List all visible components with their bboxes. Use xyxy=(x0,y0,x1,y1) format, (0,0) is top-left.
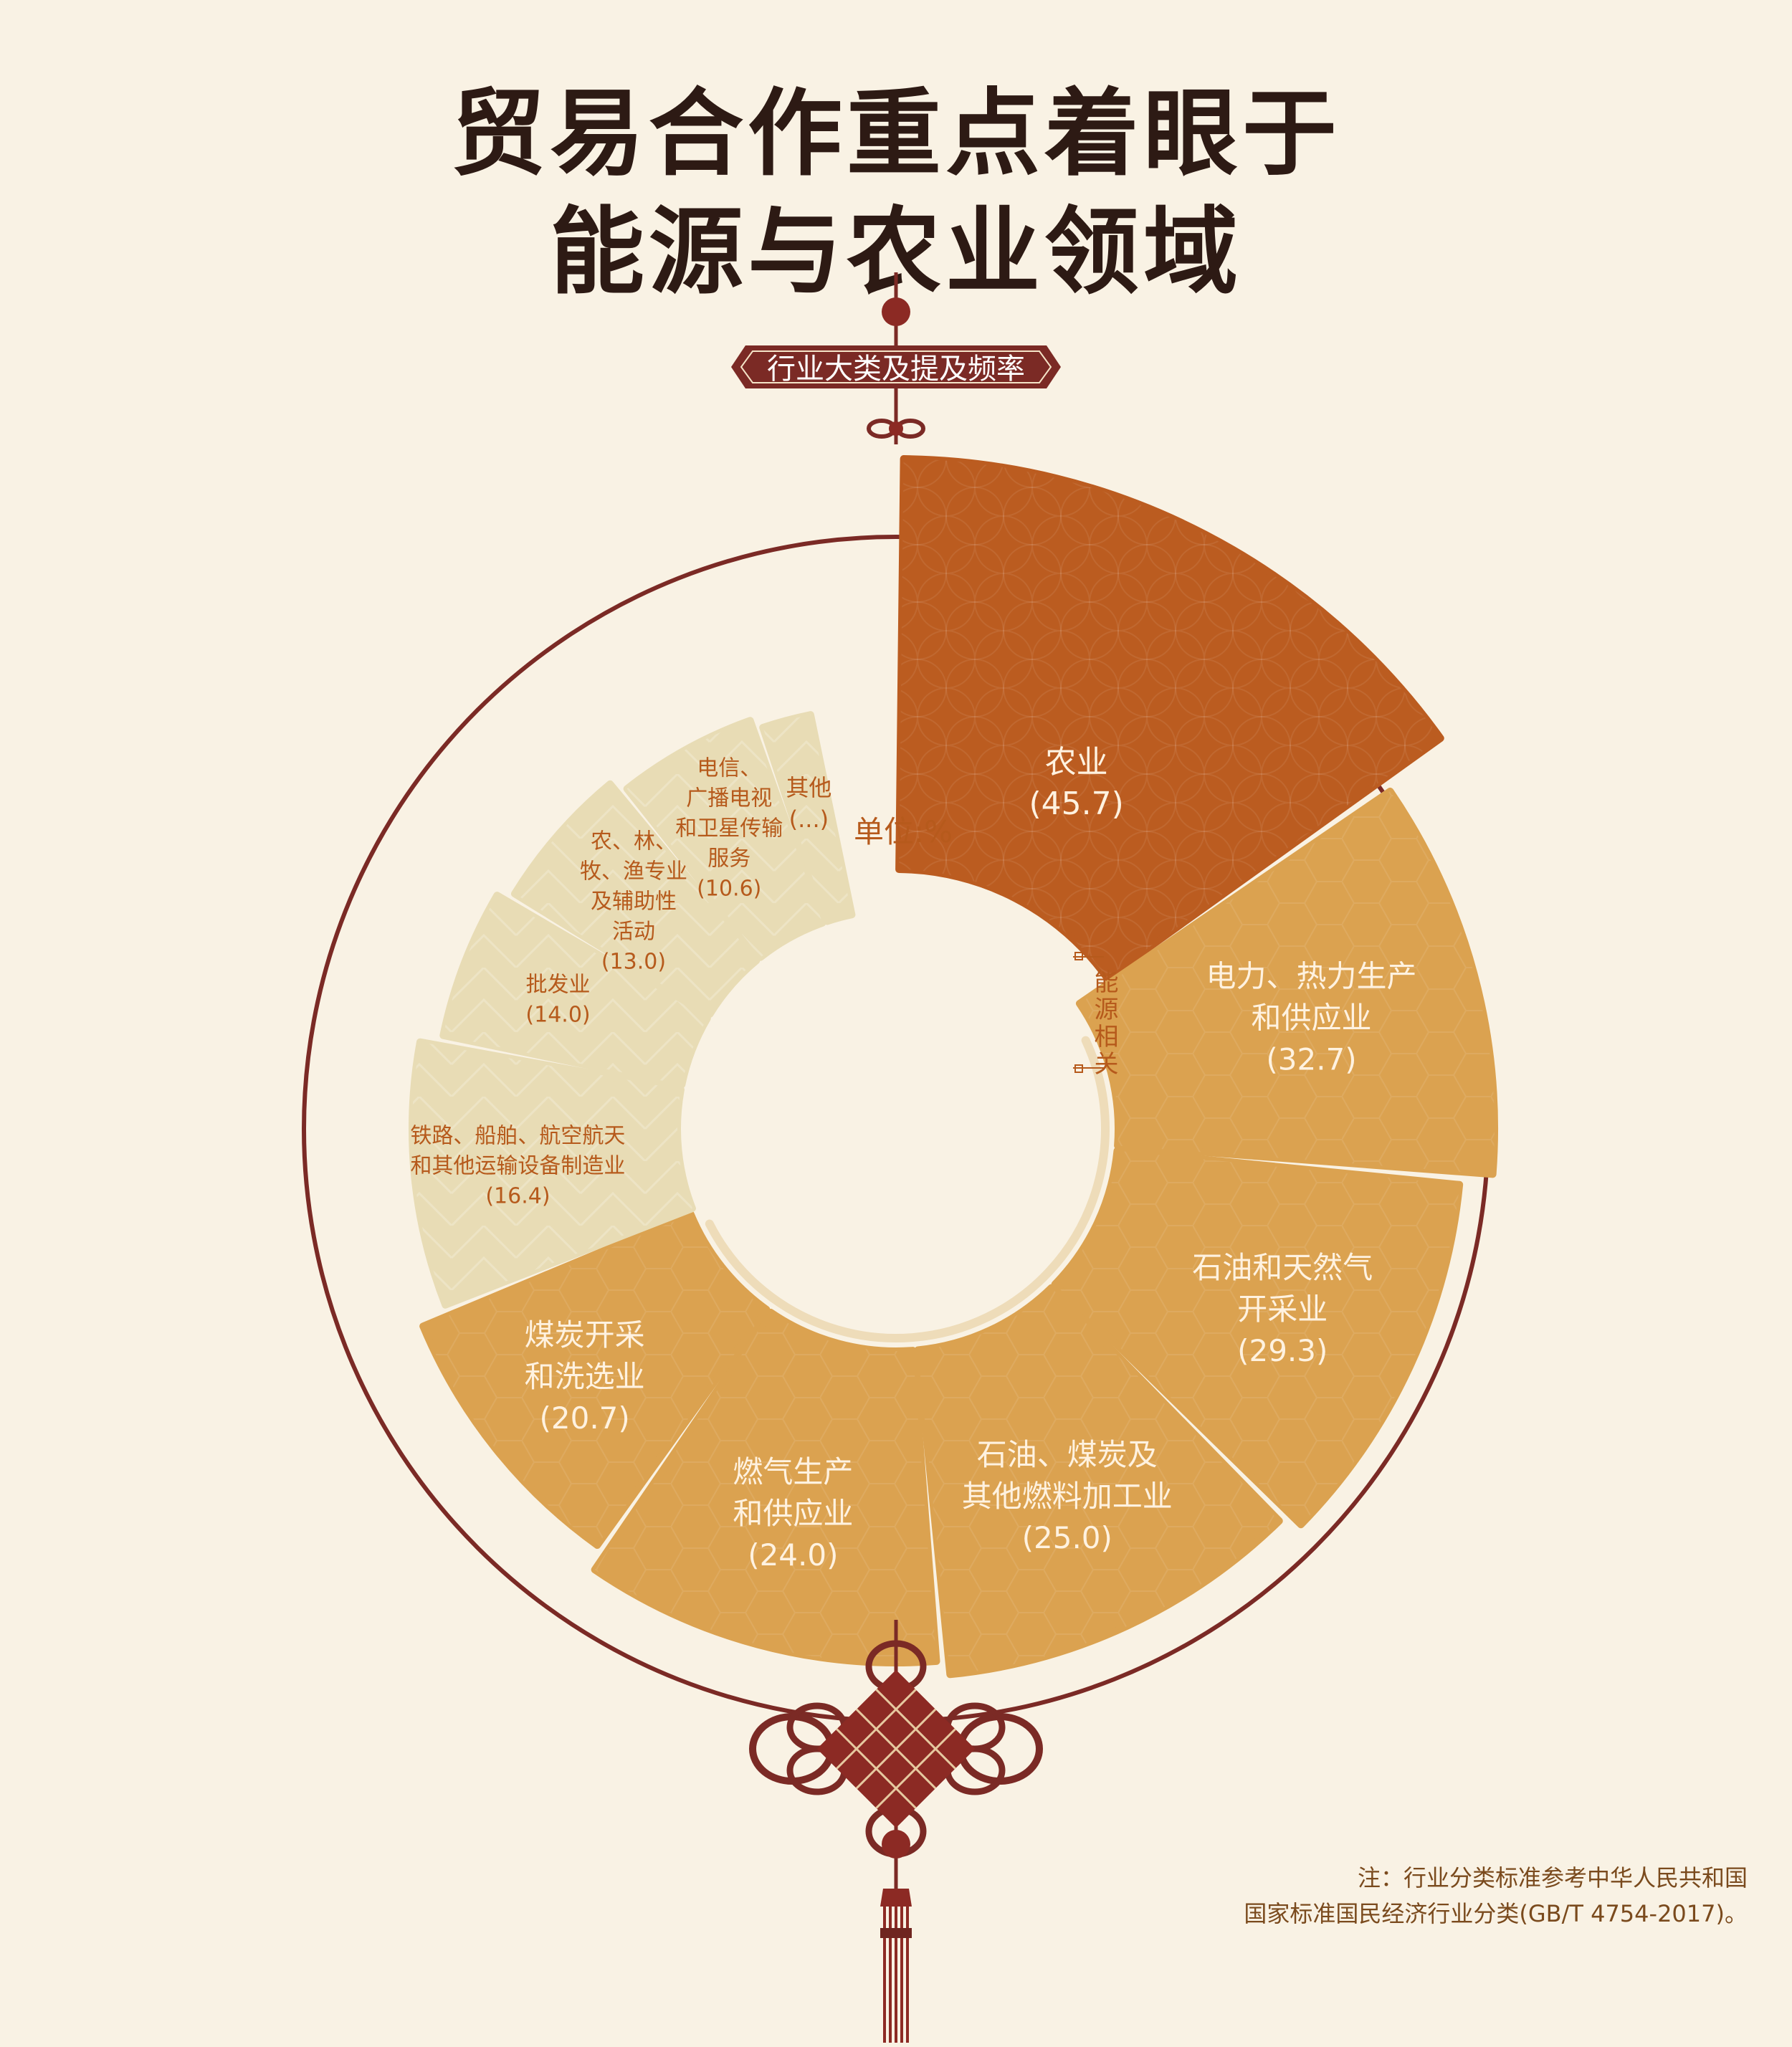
slice-texture-9 xyxy=(626,720,823,958)
page-title-line-2: 能源与农业领域 xyxy=(550,197,1242,307)
top-bead-icon xyxy=(882,297,910,326)
slice-label-8: 农、林、牧、渔专业及辅助性活动 (13.0) xyxy=(580,829,687,974)
slice-label-line: (25.0) xyxy=(1022,1520,1112,1555)
slice-texture-7 xyxy=(443,895,707,1085)
slice-labels: 农业(45.7)电力、热力生产和供应业(32.7)石油和天然气开采业(29.3)… xyxy=(410,744,1416,1573)
badge-label: 行业大类及提及频率 xyxy=(767,353,1025,386)
slice-label-line: 电力、热力生产 xyxy=(1206,958,1417,993)
slice-label-line: 石油、煤炭及 xyxy=(977,1437,1158,1472)
chinese-knot-icon xyxy=(749,1620,1043,2043)
slice-label-line: 铁路、船舶、航空航天 xyxy=(410,1123,625,1148)
slice-label-6: 铁路、船舶、航空航天和其他运输设备制造业 (16.4) xyxy=(410,1123,625,1208)
slice-label-line: 燃气生产 xyxy=(733,1454,853,1489)
slice-label-line: 和供应业 xyxy=(733,1496,853,1531)
slice-texture-8 xyxy=(514,783,757,1014)
page-title-line-1: 贸易合作重点着眼于 xyxy=(451,79,1341,189)
slice-label-line: (24.0) xyxy=(748,1537,838,1573)
slice-label-5: 煤炭开采和洗选业 (20.7) xyxy=(525,1317,645,1436)
category-badge: 行业大类及提及频率 xyxy=(731,345,1061,388)
slice-texture-2 xyxy=(1054,1150,1460,1525)
slice-label-line: (14.0) xyxy=(525,1003,590,1028)
slice-label-3: 石油、煤炭及其他燃料加工业 (25.0) xyxy=(962,1437,1173,1555)
slice-texture-3 xyxy=(918,1287,1279,1675)
slice-label-line: 批发业 xyxy=(526,973,591,998)
slice-label-line: 石油和天然气 xyxy=(1192,1250,1373,1285)
slice-label-9: 电信、广播电视和卫星传输服务 (10.6) xyxy=(675,756,783,902)
slice-label-line: (45.7) xyxy=(1029,786,1123,822)
slice-label-7: 批发业 (14.0) xyxy=(525,973,590,1028)
slice-texture-0 xyxy=(899,459,1441,978)
slice-texture-5 xyxy=(423,1214,767,1546)
slice-label-line: (32.7) xyxy=(1266,1041,1356,1077)
slice-label-line: (16.4) xyxy=(485,1183,550,1208)
slice-label-line: (13.0) xyxy=(601,949,666,974)
slice-label-line: 及辅助性 xyxy=(591,889,677,914)
energy-inner-arc xyxy=(705,1036,1110,1342)
slice-label-line: 开采业 xyxy=(1237,1292,1328,1327)
slice-label-line: (...) xyxy=(789,806,829,833)
slice-label-10: 其他 (...) xyxy=(786,774,831,833)
slice-label-line: 农业 xyxy=(1045,744,1108,781)
slice-label-line: (20.7) xyxy=(540,1401,630,1436)
slice-texture-10 xyxy=(763,715,852,922)
energy-related-text: 能源相关 xyxy=(1090,969,1118,1078)
slice-texture-4 xyxy=(594,1312,937,1664)
slice-label-line: 煤炭开采 xyxy=(525,1317,645,1352)
slice-label-line: 和洗选业 xyxy=(525,1359,645,1394)
slice-label-line: (29.3) xyxy=(1237,1333,1328,1368)
top-knot-icon xyxy=(867,419,925,439)
slice-label-1: 电力、热力生产和供应业 (32.7) xyxy=(1206,958,1417,1077)
slice-label-line: 服务 xyxy=(707,846,750,872)
slice-label-0: 农业 (45.7) xyxy=(1029,744,1123,822)
slice-texture-1 xyxy=(1079,791,1495,1175)
unit-label: 单位:% xyxy=(854,814,953,849)
chart-slices xyxy=(409,455,1498,1679)
slice-label-4: 燃气生产和供应业 (24.0) xyxy=(733,1454,853,1573)
footnote-line-1: 注：行业分类标准参考中华人民共和国 xyxy=(1357,1864,1748,1891)
slice-label-line: 和卫星传输 xyxy=(675,816,783,841)
slice-label-line: 广播电视 xyxy=(686,786,772,811)
slice-label-line: 电信、 xyxy=(697,756,761,781)
slice-label-line: 农、林、 xyxy=(591,829,677,854)
slice-texture-6 xyxy=(412,1041,692,1305)
slice-label-line: 和供应业 xyxy=(1252,1000,1372,1035)
slice-label-line: 其他燃料加工业 xyxy=(962,1479,1173,1514)
energy-related-label: 能源相关 xyxy=(1073,952,1118,1078)
footnote-line-2: 国家标准国民经济行业分类(GB/T 4754-2017)。 xyxy=(1244,1900,1748,1927)
slice-label-line: 其他 xyxy=(786,774,831,801)
slice-label-line: (10.6) xyxy=(697,877,761,902)
slice-label-line: 和其他运输设备制造业 xyxy=(410,1153,625,1178)
slice-label-line: 牧、渔专业 xyxy=(580,859,687,884)
slice-label-2: 石油和天然气开采业 (29.3) xyxy=(1192,1250,1373,1368)
slice-label-line: 活动 xyxy=(612,919,655,944)
